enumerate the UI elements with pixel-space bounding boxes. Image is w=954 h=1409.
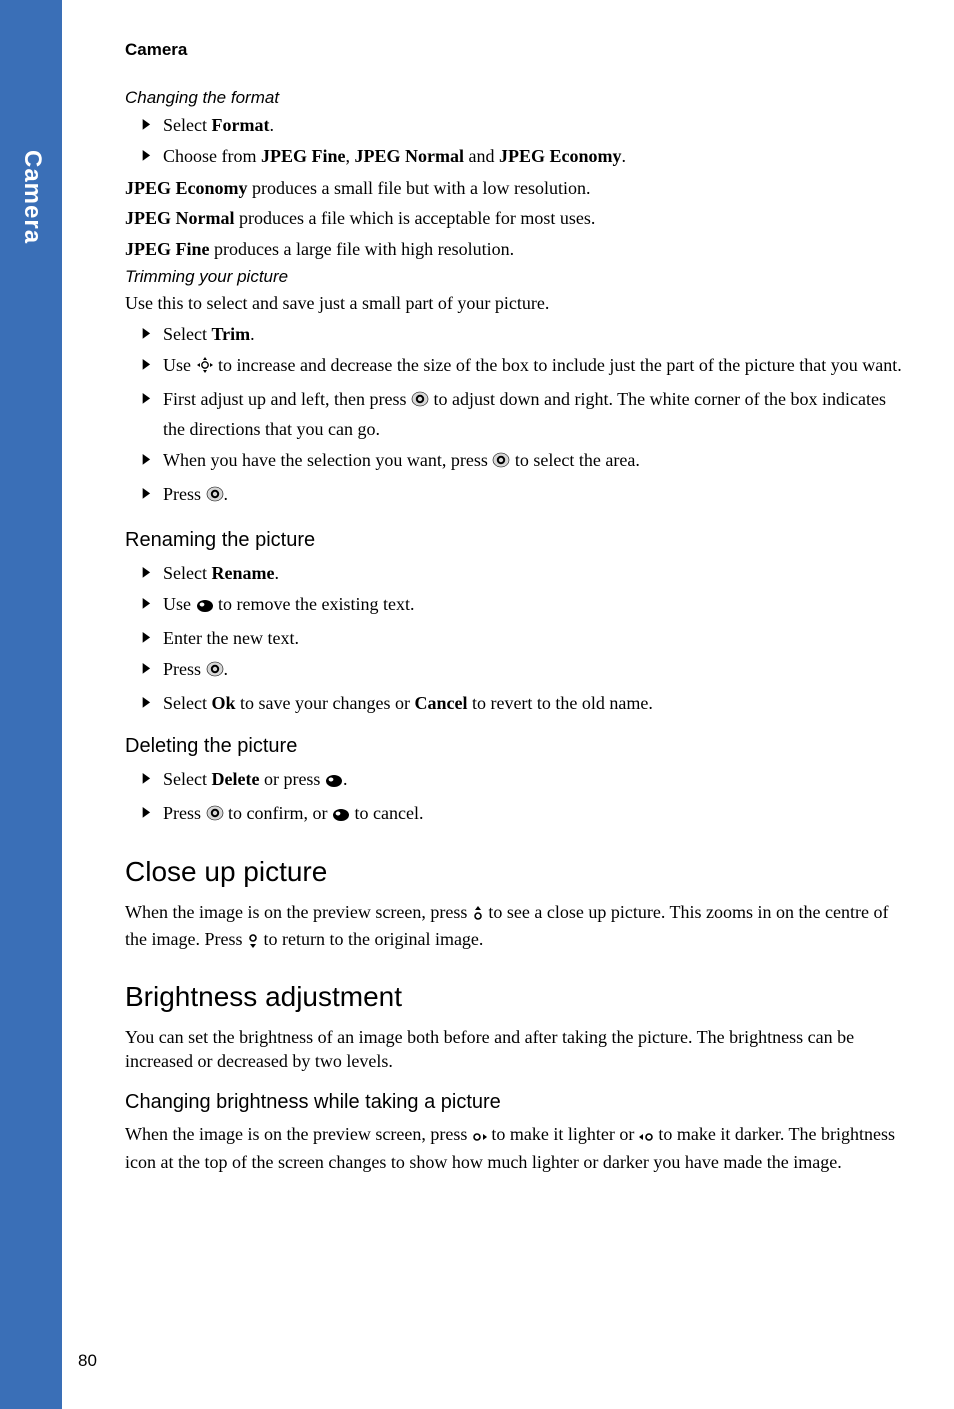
paragraph: When the image is on the preview screen,… <box>125 1122 910 1174</box>
text-bold: Delete <box>211 769 259 789</box>
text-bold: Trim <box>211 324 250 344</box>
text: Use <box>163 594 196 614</box>
page-number: 80 <box>78 1351 97 1371</box>
text-bold: JPEG Fine <box>125 239 210 259</box>
text: to revert to the old name. <box>467 693 652 713</box>
list-item: When you have the selection you want, pr… <box>141 447 910 477</box>
heading-format: Changing the format <box>125 88 910 108</box>
text: to remove the existing text. <box>214 594 415 614</box>
list-item: First adjust up and left, then press to … <box>141 386 910 443</box>
list-item: Use to increase and decrease the size of… <box>141 352 910 382</box>
heading-brightness: Brightness adjustment <box>125 981 910 1013</box>
list-item: Select Trim. <box>141 321 910 348</box>
nav-up-icon <box>472 903 484 927</box>
text-bold: JPEG Fine <box>261 146 346 166</box>
steps-trim: Select Trim. Use to increase and decreas… <box>125 321 910 511</box>
text: Select <box>163 693 211 713</box>
text: . <box>269 115 274 135</box>
text: , <box>346 146 355 166</box>
text: Press <box>163 803 206 823</box>
paragraph: JPEG Normal produces a file which is acc… <box>125 206 910 230</box>
side-tab-label: Camera <box>18 150 46 244</box>
nav-right-icon <box>472 1125 487 1149</box>
page-header: Camera <box>125 40 910 60</box>
text: Press <box>163 659 206 679</box>
page-content: Camera Changing the format Select Format… <box>125 40 910 1180</box>
text: Select <box>163 115 211 135</box>
list-item: Select Ok to save your changes or Cancel… <box>141 690 910 717</box>
text: produces a file which is acceptable for … <box>235 208 596 228</box>
text: Select <box>163 769 211 789</box>
text: to increase and decrease the size of the… <box>214 355 902 375</box>
text: . <box>224 484 229 504</box>
text: to save your changes or <box>236 693 415 713</box>
paragraph: When the image is on the preview screen,… <box>125 900 910 955</box>
text: to select the area. <box>510 450 639 470</box>
list-item: Select Rename. <box>141 560 910 587</box>
text: Select <box>163 324 211 344</box>
right-softkey-icon <box>196 594 214 621</box>
heading-brightness-sub: Changing brightness while taking a pictu… <box>125 1091 910 1114</box>
list-item: Press . <box>141 481 910 511</box>
right-softkey-icon <box>332 803 350 830</box>
text: Press <box>163 484 206 504</box>
list-item: Press . <box>141 656 910 686</box>
side-tab: Camera <box>0 0 62 1409</box>
navkey-4way-icon <box>196 355 214 382</box>
text: First adjust up and left, then press <box>163 389 411 409</box>
list-item: Use to remove the existing text. <box>141 591 910 621</box>
text: . <box>224 659 229 679</box>
nav-left-icon <box>639 1125 654 1149</box>
list-item: Press to confirm, or to cancel. <box>141 800 910 830</box>
text-bold: JPEG Normal <box>355 146 465 166</box>
heading-closeup: Close up picture <box>125 856 910 888</box>
paragraph: You can set the brightness of an image b… <box>125 1025 910 1074</box>
text: . <box>622 146 627 166</box>
text: . <box>343 769 348 789</box>
text: to confirm, or <box>224 803 332 823</box>
text: . <box>274 563 279 583</box>
text: Use <box>163 355 196 375</box>
list-item: Choose from JPEG Fine, JPEG Normal and J… <box>141 143 910 170</box>
text-bold: Format <box>211 115 269 135</box>
text-bold: Ok <box>211 693 235 713</box>
text-bold: JPEG Economy <box>125 178 248 198</box>
steps-rename: Select Rename. Use to remove the existin… <box>125 560 910 717</box>
text-bold: JPEG Normal <box>125 208 235 228</box>
heading-rename: Renaming the picture <box>125 529 910 552</box>
right-softkey-icon <box>325 769 343 796</box>
center-key-icon <box>206 803 224 830</box>
text: When you have the selection you want, pr… <box>163 450 492 470</box>
nav-down-icon <box>247 930 259 954</box>
paragraph: Use this to select and save just a small… <box>125 291 910 315</box>
steps-delete: Select Delete or press . Press to confir… <box>125 766 910 830</box>
center-key-icon <box>206 659 224 686</box>
heading-delete: Deleting the picture <box>125 735 910 758</box>
text: or press <box>259 769 325 789</box>
text: to cancel. <box>350 803 423 823</box>
list-item: Select Delete or press . <box>141 766 910 796</box>
text: Select <box>163 563 211 583</box>
center-key-icon <box>206 484 224 511</box>
text: When the image is on the preview screen,… <box>125 1124 472 1144</box>
paragraph: JPEG Fine produces a large file with hig… <box>125 237 910 261</box>
center-key-icon <box>492 450 510 477</box>
text: to make it lighter or <box>487 1124 639 1144</box>
text: to return to the original image. <box>259 929 483 949</box>
text: When the image is on the preview screen,… <box>125 902 472 922</box>
text: . <box>250 324 255 344</box>
text-bold: JPEG Economy <box>499 146 622 166</box>
text: Choose from <box>163 146 261 166</box>
paragraph: JPEG Economy produces a small file but w… <box>125 176 910 200</box>
text: and <box>464 146 499 166</box>
steps-format: Select Format. Choose from JPEG Fine, JP… <box>125 112 910 170</box>
list-item: Select Format. <box>141 112 910 139</box>
text: produces a large file with high resoluti… <box>210 239 515 259</box>
text-bold: Cancel <box>414 693 467 713</box>
list-item: Enter the new text. <box>141 625 910 652</box>
heading-trim: Trimming your picture <box>125 267 910 287</box>
text-bold: Rename <box>211 563 274 583</box>
center-key-icon <box>411 389 429 416</box>
text: produces a small file but with a low res… <box>248 178 591 198</box>
